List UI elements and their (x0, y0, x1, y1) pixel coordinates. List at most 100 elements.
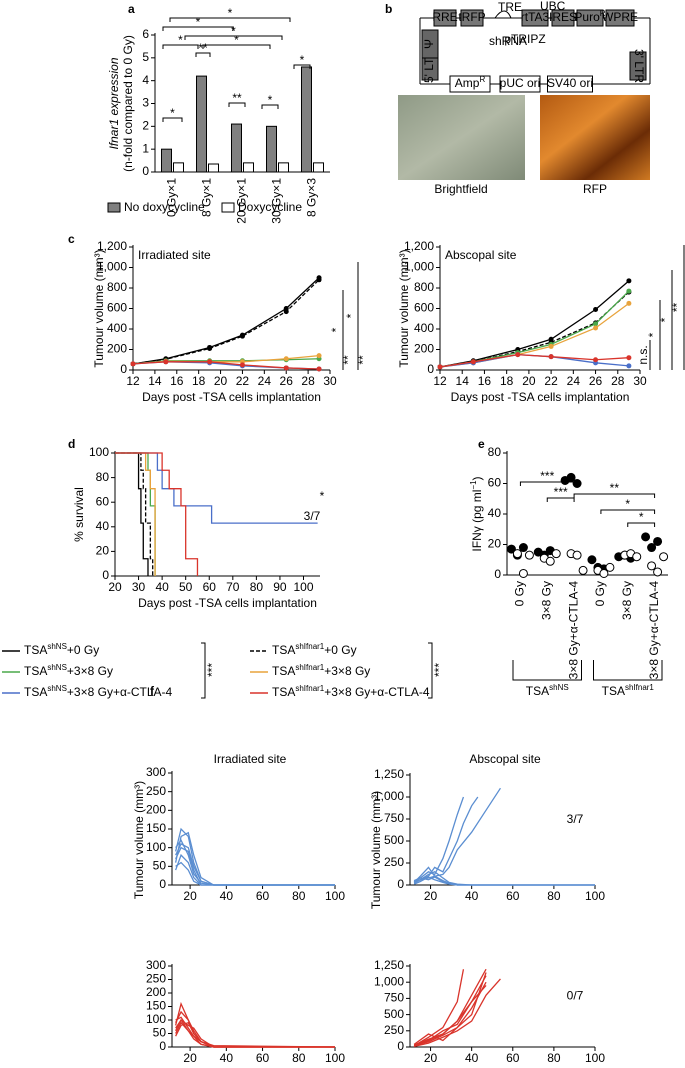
data-point (659, 552, 669, 562)
series-line (439, 353, 629, 368)
data-point (283, 356, 289, 362)
data-point (518, 568, 528, 578)
panel-label: f (150, 684, 155, 698)
y-tick-label: 500 (384, 833, 404, 847)
significance-label: ** (198, 41, 208, 55)
vector-label: WPRE (602, 10, 638, 24)
series-line (115, 452, 154, 576)
data-point (572, 550, 582, 560)
y-tick-label: 300 (146, 765, 166, 779)
chart-title: Abscopal site (469, 752, 541, 766)
vector-label: tRFP (458, 10, 485, 24)
data-point (524, 550, 534, 560)
vector-label: Ψ (422, 39, 436, 49)
text-part: TSA (24, 685, 47, 699)
data-point (163, 359, 169, 365)
series-line (413, 981, 487, 1047)
vector-box (547, 75, 593, 93)
text-part: shNS (47, 642, 67, 651)
y-tick-label: 1,000 (374, 974, 404, 988)
text-part: shIfnar1 (295, 642, 324, 651)
x-tick-label: 100 (293, 580, 313, 594)
text-part: shIfnar1 (295, 684, 324, 693)
y-axis-label: Tumour volume (mm³) (369, 791, 383, 909)
data-point (437, 364, 443, 370)
y-tick-label: 0 (142, 164, 149, 178)
significance-label: * (178, 33, 183, 47)
chart-title: Abscopal site (445, 248, 517, 262)
text-part: TSA (24, 643, 47, 657)
bar (173, 162, 184, 173)
y-tick-label: 1 (142, 141, 149, 155)
x-tick-label: 22 (544, 374, 558, 388)
series-line (413, 972, 487, 1045)
x-tick-label: 40 (465, 889, 479, 903)
brightfield-image (398, 95, 525, 180)
y-axis-label: IFNγ (pg ml−1) (469, 476, 485, 551)
x-tick-label: 0 Gy (593, 581, 607, 606)
y-tick-label: 150 (146, 821, 166, 835)
significance-bracket (519, 481, 575, 486)
y-tick-label: 1,000 (404, 260, 434, 274)
x-axis-label: Days post -TSA cells implantation (451, 390, 630, 404)
x-tick-label: 80 (547, 889, 561, 903)
vector-label: PuroR (574, 9, 605, 25)
data-point (316, 277, 322, 283)
text-part: R (600, 9, 606, 18)
data-point (593, 321, 599, 327)
y-tick-label: 750 (384, 811, 404, 825)
panel-label: d (68, 437, 75, 451)
vector-box (521, 9, 549, 27)
x-axis-label: Days post -TSA cells implantation (142, 390, 321, 404)
series-line (132, 277, 320, 365)
bar (301, 66, 312, 173)
vector-box (449, 75, 491, 93)
significance-label: * (658, 317, 672, 322)
text-part: IFNγ (pg ml (470, 490, 484, 552)
vector-label: SV40 ori (547, 76, 593, 90)
data-point (239, 333, 245, 339)
x-tick-label: 30 (132, 580, 146, 594)
annotation: 3/7 (304, 509, 321, 523)
y-tick-label: 300 (146, 958, 166, 972)
data-point (626, 278, 632, 284)
group-bracket (593, 660, 663, 681)
legend-label: TSAshNS+3×8 Gy+α-CTLA-4 (24, 684, 173, 700)
x-tick-label: 60 (256, 1051, 270, 1065)
x-tick-label: 26 (589, 374, 603, 388)
y-tick-label: 800 (414, 280, 434, 294)
x-tick-label: 60 (506, 889, 520, 903)
significance-bracket (162, 117, 183, 122)
text-part: TSA (272, 664, 295, 678)
y-tick-label: 0 (159, 1039, 166, 1053)
significance-label: * (196, 15, 201, 29)
significance-label: *** (432, 663, 446, 677)
x-axis-label: Days post -TSA cells implantation (138, 596, 317, 610)
image-label: Brightfield (434, 182, 487, 196)
group-label: TSAshNS (526, 683, 569, 699)
shrna-hairpin (494, 10, 512, 19)
x-tick-label: 90 (273, 580, 287, 594)
significance-label: * (170, 106, 175, 120)
chart-title: Irradiated site (214, 752, 287, 766)
group-label: TSAshIfnar1 (602, 683, 655, 699)
vector-annotation: pTRIPZ (504, 32, 545, 46)
y-tick-label: 40 (488, 506, 502, 520)
legend-bracket (428, 642, 433, 699)
x-tick-label: 30 (633, 374, 647, 388)
panel-label: c (68, 232, 75, 246)
significance-label: * (625, 497, 630, 511)
data-point (599, 568, 609, 578)
y-axis-label: Tumour volume (mm³) (397, 249, 411, 367)
x-tick-label: 16 (478, 374, 492, 388)
series-line (413, 975, 487, 1047)
significance-bracket (600, 509, 656, 514)
data-point (626, 300, 632, 306)
x-tick-label: 70 (226, 580, 240, 594)
text-part: TSA (24, 664, 47, 678)
significance-bracket (293, 64, 311, 69)
vector-label: 3' LTR (632, 49, 646, 83)
data-point (572, 479, 582, 488)
y-tick-label: 0 (397, 877, 404, 891)
y-tick-label: 400 (107, 321, 127, 335)
